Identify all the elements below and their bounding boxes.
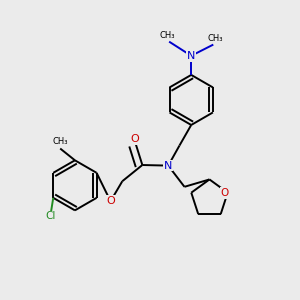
Text: O: O xyxy=(106,196,115,206)
Text: O: O xyxy=(220,188,229,198)
Text: O: O xyxy=(130,134,139,144)
Text: N: N xyxy=(164,160,172,171)
Text: CH₃: CH₃ xyxy=(52,136,68,146)
Text: CH₃: CH₃ xyxy=(207,34,223,43)
Text: N: N xyxy=(187,51,195,61)
Text: CH₃: CH₃ xyxy=(160,31,176,40)
Text: Cl: Cl xyxy=(45,212,56,221)
